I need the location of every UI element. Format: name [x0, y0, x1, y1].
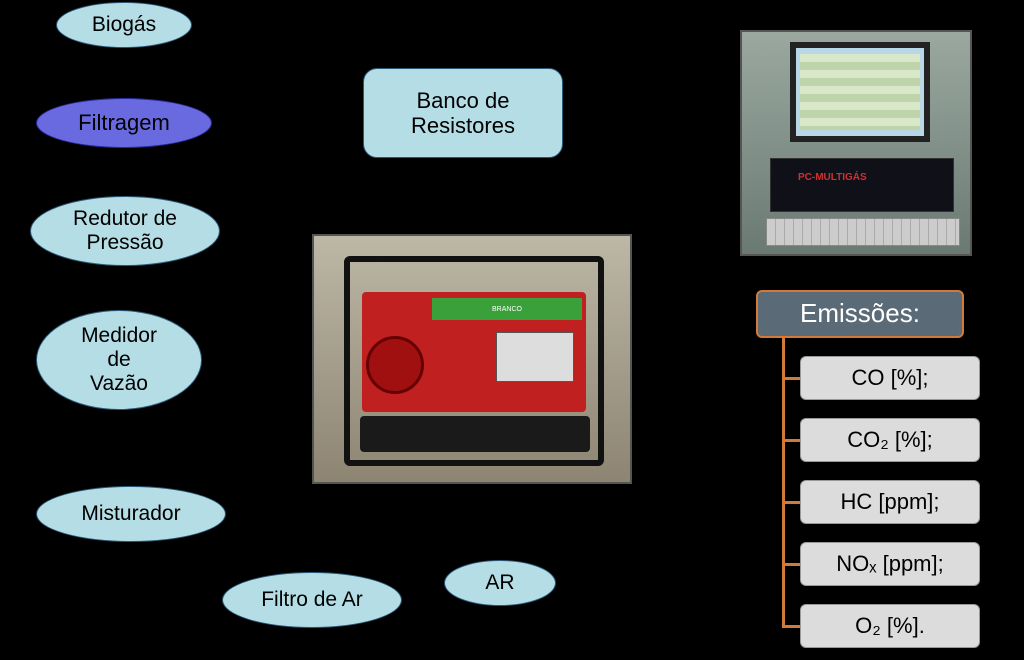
emissions-connector-4	[782, 625, 800, 628]
emissions-item-co-label: CO [%];	[851, 365, 928, 390]
node-biogas: Biogás	[56, 2, 192, 48]
node-redutor-label: Redutor de Pressão	[73, 207, 177, 255]
node-redutor: Redutor de Pressão	[30, 196, 220, 266]
generator-brand: BRANCO	[492, 306, 522, 313]
node-medidor-label: Medidor de Vazão	[81, 324, 157, 396]
emissions-connector-3	[782, 563, 800, 566]
emissions-item-o2: O₂ [%].	[800, 604, 980, 648]
node-banco-resistores-label: Banco de Resistores	[411, 88, 515, 139]
node-ar-label: AR	[485, 571, 514, 595]
node-misturador-label: Misturador	[81, 502, 180, 526]
photo-analyzer: PC-MULTIGÁS	[740, 30, 972, 256]
node-filtro-ar-label: Filtro de Ar	[261, 588, 363, 612]
emissions-connector-2	[782, 501, 800, 504]
node-ar: AR	[444, 560, 556, 606]
emissions-item-hc-label: HC [ppm];	[840, 489, 939, 514]
node-filtragem: Filtragem	[36, 98, 212, 148]
node-filtro-ar: Filtro de Ar	[222, 572, 402, 628]
node-biogas-label: Biogás	[92, 13, 156, 37]
node-filtragem-label: Filtragem	[78, 110, 170, 135]
emissions-connector-0	[782, 377, 800, 380]
emissions-connector-1	[782, 439, 800, 442]
emissions-header: Emissões:	[756, 290, 964, 338]
node-banco-resistores: Banco de Resistores	[363, 68, 563, 158]
emissions-item-co: CO [%];	[800, 356, 980, 400]
emissions-item-o2-label: O₂ [%].	[855, 613, 925, 638]
analyzer-device-label: PC-MULTIGÁS	[798, 172, 867, 183]
emissions-item-hc: HC [ppm];	[800, 480, 980, 524]
node-misturador: Misturador	[36, 486, 226, 542]
emissions-header-label: Emissões:	[800, 299, 920, 329]
emissions-item-co2-label: CO₂ [%];	[847, 427, 933, 452]
emissions-item-nox-label: NOₓ [ppm];	[836, 551, 943, 576]
emissions-item-nox: NOₓ [ppm];	[800, 542, 980, 586]
emissions-item-co2: CO₂ [%];	[800, 418, 980, 462]
node-medidor: Medidor de Vazão	[36, 310, 202, 410]
emissions-connector-trunk	[782, 338, 785, 626]
photo-generator: BRANCO	[312, 234, 632, 484]
